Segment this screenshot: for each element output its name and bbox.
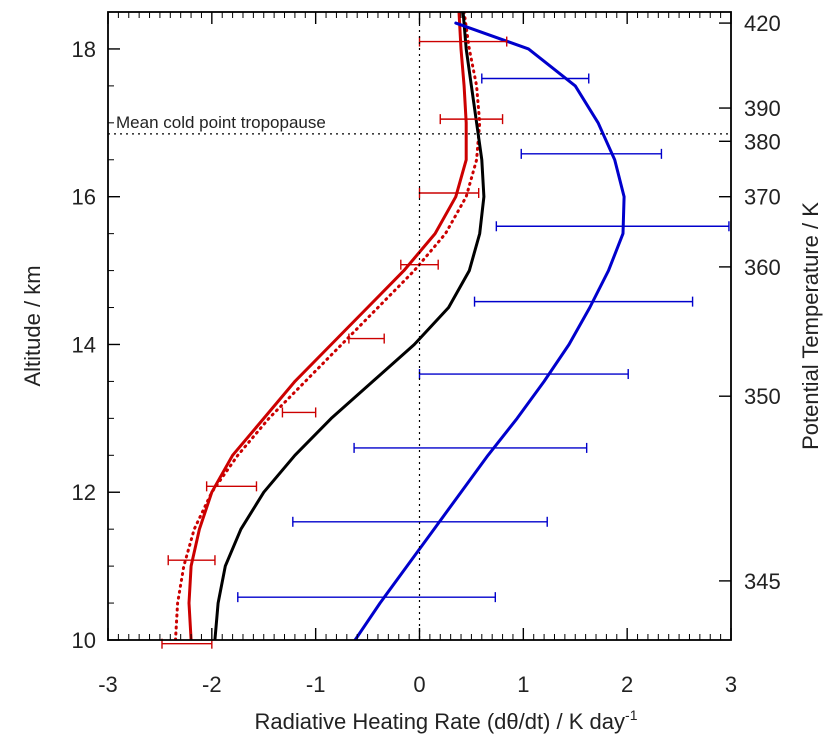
x-tick-label: -1	[306, 672, 326, 697]
series-line-2	[174, 12, 482, 640]
error-bar-8	[167, 555, 216, 566]
error-bar-10	[481, 73, 590, 84]
tick-layer: -3 -2 -1 0 1 2 3101214161842039038037036035034…	[72, 11, 781, 697]
y-tick-label: 14	[72, 332, 96, 357]
right-axis-title: Potential Temperature / K	[798, 202, 823, 450]
x-axis-title: Radiative Heating Rate (dθ/dt) / K day-1	[255, 707, 638, 734]
right-tick-label: 370	[744, 185, 781, 210]
y-tick-label: 16	[72, 185, 96, 210]
right-tick-label: 420	[744, 11, 781, 36]
series-line-4	[353, 21, 626, 640]
error-bar-1	[418, 36, 508, 47]
y-tick-label: 18	[72, 37, 96, 62]
series-line-1	[187, 12, 468, 640]
right-tick-label: 345	[744, 569, 781, 594]
error-bar-17	[237, 592, 496, 603]
error-bar-15	[353, 442, 588, 453]
x-tick-label: 2	[621, 672, 633, 697]
x-tick-label: 0	[413, 672, 425, 697]
x-tick-label: 3	[725, 672, 737, 697]
error-bar-11	[520, 148, 663, 159]
error-bar-12	[495, 221, 730, 232]
reference-lines	[108, 12, 731, 640]
x-tick-label: -3	[98, 672, 118, 697]
error-bar-14	[418, 369, 629, 380]
right-tick-label: 380	[744, 129, 781, 154]
error-bar-5	[348, 333, 385, 344]
x-axis-title-exponent: -1	[625, 707, 638, 723]
tropopause-annotation: Mean cold point tropopause	[116, 113, 326, 132]
right-tick-label: 350	[744, 384, 781, 409]
y-tick-label: 12	[72, 480, 96, 505]
right-tick-label: 390	[744, 96, 781, 121]
error-bar-16	[292, 516, 548, 527]
error-bar-13	[473, 296, 694, 307]
error-bar-3	[418, 188, 480, 199]
x-tick-label: -2	[202, 672, 222, 697]
y-tick-label: 10	[72, 628, 96, 653]
error-bar-2	[439, 114, 504, 125]
series-layer	[174, 12, 626, 640]
series-line-3	[213, 12, 486, 640]
y-axis-title: Altitude / km	[20, 265, 45, 386]
error-bar-6	[281, 407, 317, 418]
x-tick-label: 1	[517, 672, 529, 697]
right-tick-label: 360	[744, 255, 781, 280]
error-bar-7	[205, 481, 258, 492]
errorbar-layer	[161, 36, 730, 649]
x-axis-title-main: Radiative Heating Rate (dθ/dt) / K day	[255, 709, 626, 734]
